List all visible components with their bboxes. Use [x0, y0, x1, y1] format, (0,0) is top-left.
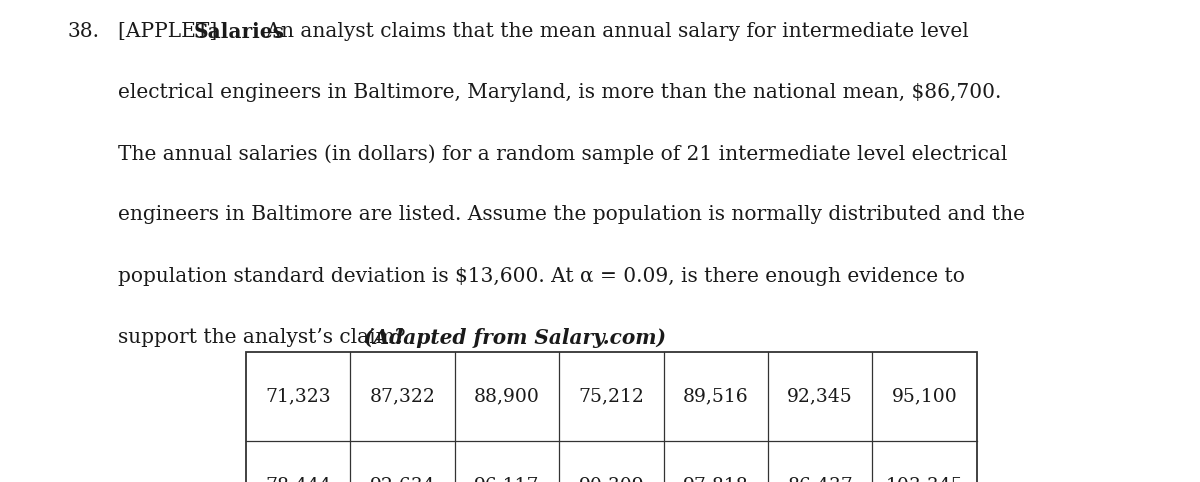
Text: 90,309: 90,309 — [578, 477, 644, 482]
Text: 78,444: 78,444 — [265, 477, 331, 482]
Text: electrical engineers in Baltimore, Maryland, is more than the national mean, $86: electrical engineers in Baltimore, Maryl… — [118, 83, 1001, 102]
Text: 97,818: 97,818 — [683, 477, 749, 482]
Text: 88,900: 88,900 — [474, 388, 540, 405]
Text: An analyst claims that the mean annual salary for intermediate level: An analyst claims that the mean annual s… — [260, 22, 970, 40]
Text: 92,345: 92,345 — [787, 388, 853, 405]
Text: support the analyst’s claim?: support the analyst’s claim? — [118, 328, 412, 347]
Text: The annual salaries (in dollars) for a random sample of 21 intermediate level el: The annual salaries (in dollars) for a r… — [118, 144, 1007, 164]
Text: 89,516: 89,516 — [683, 388, 749, 405]
Text: 71,323: 71,323 — [265, 388, 331, 405]
Text: Salaries: Salaries — [193, 22, 284, 41]
Text: 92,634: 92,634 — [370, 477, 436, 482]
Text: 95,100: 95,100 — [892, 388, 958, 405]
Text: engineers in Baltimore are listed. Assume the population is normally distributed: engineers in Baltimore are listed. Assum… — [118, 205, 1025, 224]
Text: 87,322: 87,322 — [370, 388, 436, 405]
Bar — [246, 352, 977, 482]
Text: 96,117: 96,117 — [474, 477, 540, 482]
Text: 103,345: 103,345 — [886, 477, 964, 482]
Text: 86,437: 86,437 — [787, 477, 853, 482]
Text: (Adapted from Salary.com): (Adapted from Salary.com) — [364, 328, 666, 348]
Text: 75,212: 75,212 — [578, 388, 644, 405]
Text: population standard deviation is $13,600. At α = 0.09, is there enough evidence : population standard deviation is $13,600… — [118, 267, 965, 285]
Text: 38.: 38. — [67, 22, 100, 40]
Bar — [246, 352, 977, 482]
Text: [APPLET]: [APPLET] — [118, 22, 223, 40]
